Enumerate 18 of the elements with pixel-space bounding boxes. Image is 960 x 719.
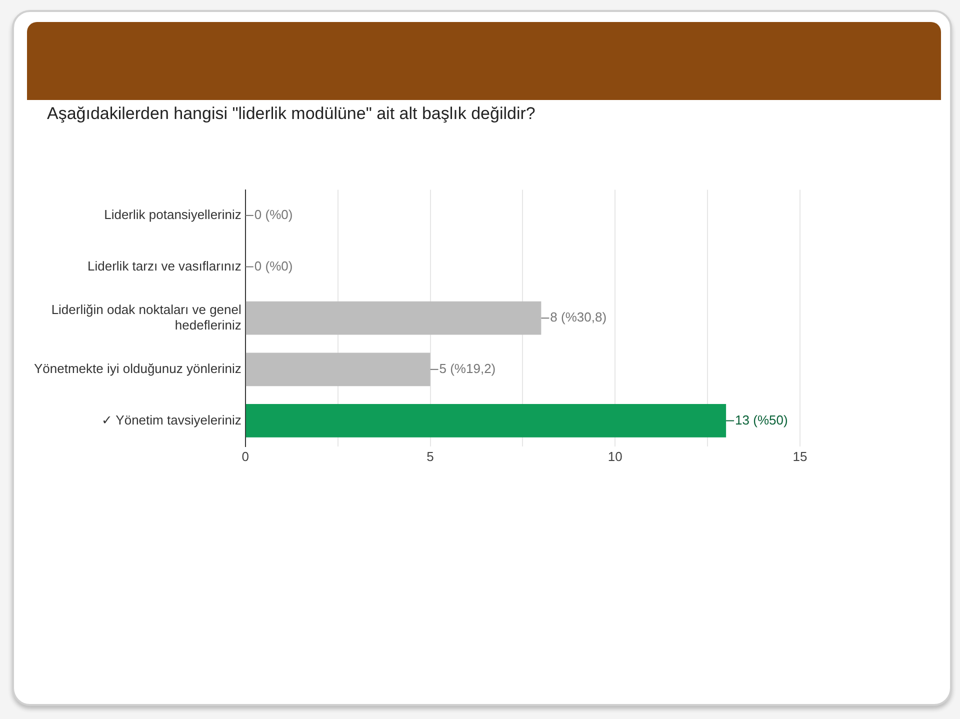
y-tick-label: Liderlik tarzı ve vasıflarınız (88, 258, 242, 274)
y-tick-label: ✓ Yönetim tavsiyeleriniz (101, 412, 242, 428)
x-tick-label: 10 (608, 448, 622, 464)
data-label: 0 (%0) (254, 207, 293, 222)
bar (246, 352, 430, 386)
y-tick-label: Liderliğin odak noktaları ve genel hedefleriniz (51, 302, 242, 332)
bar (246, 301, 542, 335)
chart-title: Aşağıdakilerden hangisi "liderlik modülüne" ait alt başlık değildir? (47, 104, 536, 124)
x-tick-label: 0 (242, 448, 250, 464)
data-label: 0 (%0) (254, 258, 293, 274)
data-label: 13 (%50) (735, 412, 788, 428)
x-tick-label: 5 (426, 448, 434, 464)
y-tick-label: Yönetmekte iyi olduğunuz yönleriniz (34, 361, 242, 376)
bar (246, 404, 726, 438)
data-label: 8 (%30,8) (550, 310, 607, 325)
x-tick-label: 15 (792, 448, 808, 464)
y-tick-label: Liderlik potansiyelleriniz (104, 207, 242, 222)
data-label: 5 (%19,2) (439, 361, 496, 376)
